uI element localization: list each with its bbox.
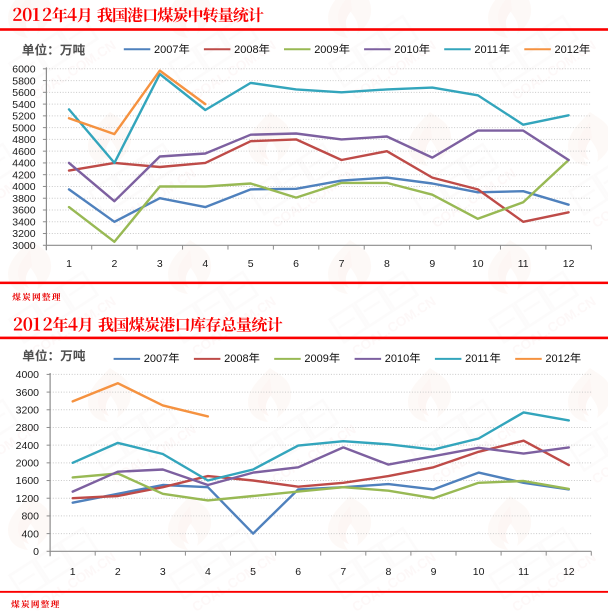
svg-text:11: 11 [518,258,529,270]
svg-text:2007: 2007 [144,353,168,365]
svg-text:10: 10 [473,566,485,578]
svg-text:4800: 4800 [12,134,36,146]
svg-text:4: 4 [205,566,211,578]
svg-text:10: 10 [472,258,484,270]
svg-text:1200: 1200 [16,493,40,505]
svg-text:5400: 5400 [12,99,36,111]
svg-text:2800: 2800 [16,422,40,434]
svg-text:4000: 4000 [12,181,36,193]
svg-text:4400: 4400 [12,158,36,170]
svg-text:2012: 2012 [545,353,569,365]
svg-text:1: 1 [70,566,76,578]
svg-text:1600: 1600 [16,475,40,487]
svg-text:3200: 3200 [16,405,40,417]
svg-text:2009: 2009 [304,353,328,365]
svg-text:2: 2 [115,566,121,578]
svg-text:2011: 2011 [465,353,489,365]
svg-text:3400: 3400 [12,217,36,229]
svg-text:6: 6 [295,566,301,578]
svg-text:5: 5 [250,566,256,578]
svg-text:4200: 4200 [12,169,36,181]
svg-text:12: 12 [563,566,575,578]
svg-text:7: 7 [339,258,345,270]
svg-text:6: 6 [293,258,299,270]
svg-text:2008: 2008 [224,353,248,365]
svg-text:5: 5 [248,258,254,270]
svg-text:5800: 5800 [12,75,36,87]
svg-text:2010: 2010 [385,353,409,365]
svg-text:0: 0 [33,546,39,558]
svg-text:800: 800 [21,511,39,523]
svg-text:2000: 2000 [16,458,40,470]
svg-text:7: 7 [340,566,346,578]
svg-text:2011: 2011 [474,44,498,56]
svg-text:2007: 2007 [154,44,178,56]
svg-text:8: 8 [384,258,390,270]
svg-text:2012: 2012 [555,44,579,56]
svg-text:6000: 6000 [12,64,36,76]
svg-text:2: 2 [111,258,117,270]
svg-text:5600: 5600 [12,87,36,99]
svg-text:3000: 3000 [12,240,36,252]
svg-text:3600: 3600 [16,387,40,399]
svg-text:400: 400 [21,528,39,540]
svg-text:8: 8 [385,566,391,578]
svg-text:12: 12 [563,258,575,270]
svg-text:1: 1 [66,258,72,270]
svg-text:5200: 5200 [12,111,36,123]
svg-text:2400: 2400 [16,440,40,452]
svg-text:9: 9 [431,566,437,578]
svg-text:2009: 2009 [314,44,338,56]
svg-text:2008: 2008 [234,44,258,56]
svg-text:3200: 3200 [12,228,36,240]
svg-text:4000: 4000 [16,369,40,381]
svg-text:9: 9 [429,258,435,270]
svg-text:3800: 3800 [12,193,36,205]
svg-text:3600: 3600 [12,205,36,217]
svg-text:4600: 4600 [12,146,36,158]
svg-text:5000: 5000 [12,122,36,134]
svg-text:3: 3 [157,258,163,270]
svg-text:4: 4 [202,258,208,270]
svg-text:2010: 2010 [394,44,418,56]
svg-text:3: 3 [160,566,166,578]
svg-text:11: 11 [518,566,529,578]
